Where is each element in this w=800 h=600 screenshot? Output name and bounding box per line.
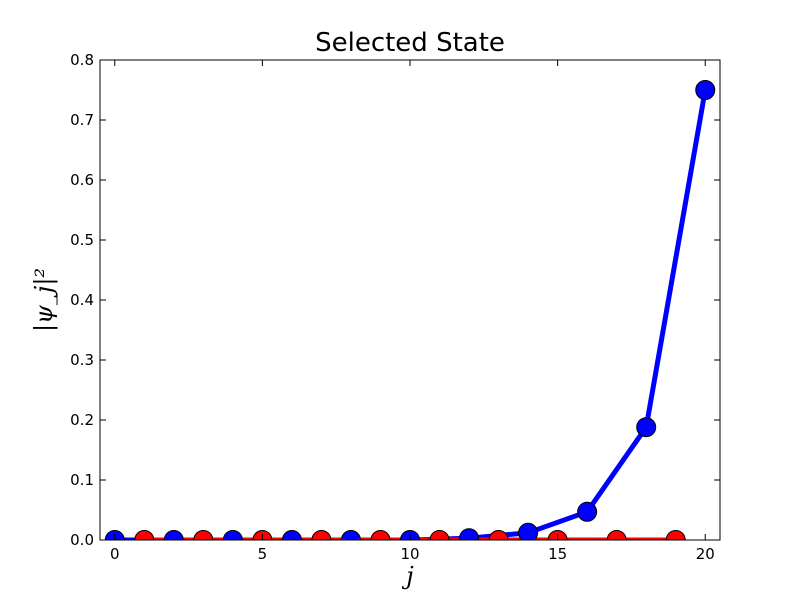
series-0-line: [114, 89, 708, 540]
series-1-point: [488, 530, 509, 540]
series-0-point: [281, 530, 302, 540]
series-0-point: [695, 80, 716, 100]
series-0-point: [459, 528, 480, 540]
series-1-point: [311, 530, 332, 540]
y-tick-label: 0.3: [70, 351, 94, 369]
y-tick-label: 0.7: [70, 111, 94, 129]
y-tick-label: 0.0: [70, 531, 94, 549]
series-0-point: [222, 530, 243, 540]
series-1-point: [193, 530, 214, 540]
plot-frame: [99, 59, 721, 541]
series-1-point: [429, 530, 450, 540]
y-axis-label: |ψ_j|²: [30, 268, 59, 332]
x-axis-label: j: [401, 562, 414, 590]
y-tick-label: 0.2: [70, 411, 94, 429]
series-0-point: [163, 530, 184, 540]
x-tick-label: 0: [110, 545, 120, 563]
series-0-point: [577, 501, 598, 522]
series-0-point: [636, 417, 657, 438]
series-1-point: [606, 530, 627, 540]
y-tick-label: 0.1: [70, 471, 94, 489]
series-1-point: [370, 530, 391, 540]
x-tick-label: 20: [696, 545, 715, 563]
series-0-point: [340, 530, 361, 540]
x-tick-label: 10: [400, 545, 419, 563]
y-tick-label: 0.8: [70, 51, 94, 69]
y-tick-label: 0.5: [70, 231, 94, 249]
y-tick-label: 0.4: [70, 291, 94, 309]
x-tick-label: 15: [548, 545, 567, 563]
series-0-point: [518, 522, 539, 540]
chart-title: Selected State: [315, 28, 505, 58]
series-1-point: [665, 530, 686, 540]
series-1-point: [134, 530, 155, 540]
y-tick-label: 0.6: [70, 171, 94, 189]
plot-layer: [104, 80, 716, 540]
x-tick-label: 5: [258, 545, 268, 563]
ticks-layer: 0 5 10 15 20 0.0 0.1 0.2 0.3 0.4 0.5 0.6 0.7 0.8: [70, 51, 720, 563]
